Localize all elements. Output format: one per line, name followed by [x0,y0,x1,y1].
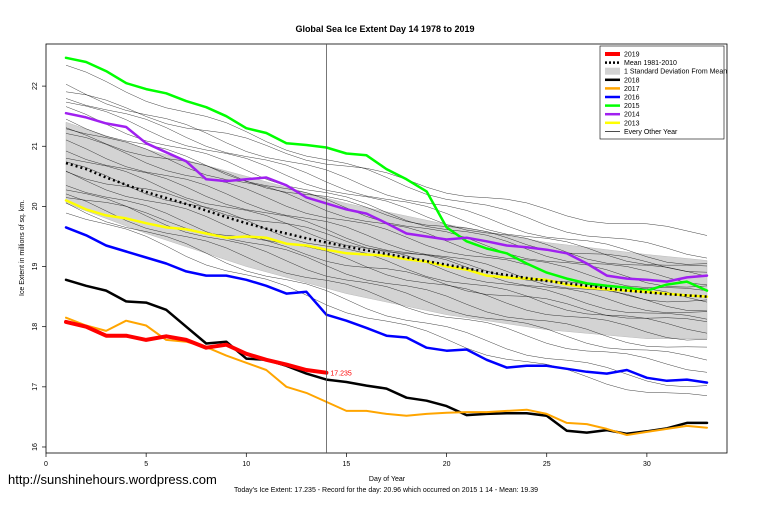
legend-label: 2013 [624,120,640,127]
x-axis-label: Day of Year [369,476,406,483]
series-layer [64,56,709,436]
x-tick-label: 30 [643,461,651,468]
y-tick-label: 22 [32,82,39,90]
every-other-year-line [65,157,708,320]
series-line-2018 [64,278,709,436]
legend-label: 2014 [624,112,640,119]
x-tick-label: 25 [543,461,551,468]
plot-frame [45,43,728,454]
every-other-year-line [65,193,708,373]
x-tick-label: 20 [443,461,451,468]
legend-label: 2019 [624,52,640,59]
x-axis: 0 5 10 15 20 25 30 [44,453,651,468]
every-other-year-line [65,170,708,341]
x-tick-label: 5 [144,461,148,468]
y-axis: 16 17 18 19 20 21 22 [32,82,46,451]
chart-title: Global Sea Ice Extent Day 14 1978 to 201… [295,24,474,34]
every-other-year-line [65,91,708,236]
x-tick-label: 15 [343,461,351,468]
legend-swatch [605,67,620,75]
series-line-2013 [64,199,709,298]
mean-line [65,161,708,298]
series-line-2019 [64,319,329,375]
legend-label: Mean 1981-2010 [624,60,677,67]
legend-box [599,45,725,140]
annotation-layer: 17.235 [330,371,352,378]
y-tick-label: 20 [32,202,39,210]
every-other-year-line [65,212,708,396]
x-tick-label: 10 [242,461,250,468]
every-other-year-line [65,127,708,273]
mean-layer [65,161,708,298]
x-tick-label: 0 [44,461,48,468]
footer-note: Today's Ice Extent: 17.235 - Record for … [234,487,538,494]
every-other-year-layer [65,64,708,396]
legend-label: 2015 [624,103,640,110]
current-value-label: 17.235 [330,371,352,378]
series-line-2015 [64,56,709,292]
every-other-year-line [65,202,708,387]
std-band-layer [65,121,708,339]
legend-label: Every Other Year [624,129,678,136]
every-other-year-line [65,161,708,334]
series-line-2017 [65,316,708,436]
y-tick-label: 18 [32,323,39,331]
every-other-year-line [65,64,708,259]
std-band [65,121,708,339]
y-tick-label: 21 [32,142,39,150]
every-other-year-line [65,106,708,286]
every-other-year-line [65,83,708,265]
every-other-year-line [65,197,708,322]
legend-label: 2018 [624,77,640,84]
every-other-year-line [65,98,708,267]
every-other-year-line [65,139,708,312]
every-other-year-line [65,101,708,277]
series-line-2016 [64,226,709,384]
y-axis-label: Ice Extent in millions of sq. km. [19,200,26,296]
every-other-year-line [65,150,708,313]
y-tick-label: 17 [32,383,39,391]
site-url: http://sunshinehours.wordpress.com [8,472,217,487]
every-other-year-line [65,185,708,348]
y-tick-label: 16 [32,443,39,451]
series-line-2014 [64,111,709,283]
legend-label: 2016 [624,95,640,102]
legend-label: 2017 [624,86,640,93]
legend-label: 1 Standard Deviation From Mean [624,69,727,76]
y-tick-label: 19 [32,263,39,271]
